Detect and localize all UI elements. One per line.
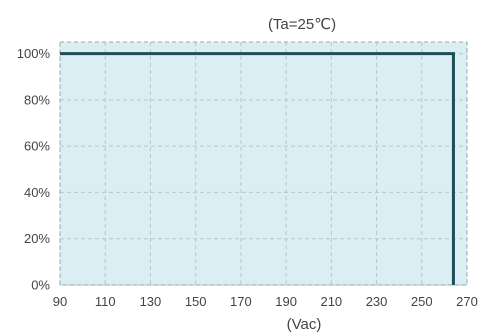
- plot-area: [60, 42, 467, 285]
- x-tick-label: 190: [275, 294, 297, 309]
- series-layer: [60, 52, 455, 285]
- series-line: [60, 52, 455, 285]
- x-tick-label: 130: [140, 294, 162, 309]
- x-tick-label: 230: [366, 294, 388, 309]
- x-tick-label: 90: [53, 294, 67, 309]
- x-tick-label: 150: [185, 294, 207, 309]
- x-tick-labels: 90 110 130 150 170 190 210 230 250 270: [53, 294, 478, 309]
- y-tick-labels: 0% 20% 40% 60% 80% 100%: [17, 46, 51, 292]
- x-tick-label: 110: [95, 294, 116, 309]
- chart-title: (Ta=25℃): [268, 16, 336, 33]
- y-tick-label: 0%: [31, 278, 50, 293]
- x-axis-label: (Vac): [287, 316, 322, 333]
- y-tick-label: 60%: [24, 139, 50, 154]
- y-tick-label: 20%: [24, 231, 50, 246]
- y-tick-label: 40%: [24, 185, 50, 200]
- x-tick-label: 270: [456, 294, 478, 309]
- x-tick-label: 210: [320, 294, 342, 309]
- y-tick-label: 80%: [24, 92, 50, 107]
- plot-frame: [59, 41, 468, 286]
- x-tick-label: 170: [230, 294, 252, 309]
- x-tick-label: 250: [411, 294, 433, 309]
- y-tick-label: 100%: [17, 46, 51, 61]
